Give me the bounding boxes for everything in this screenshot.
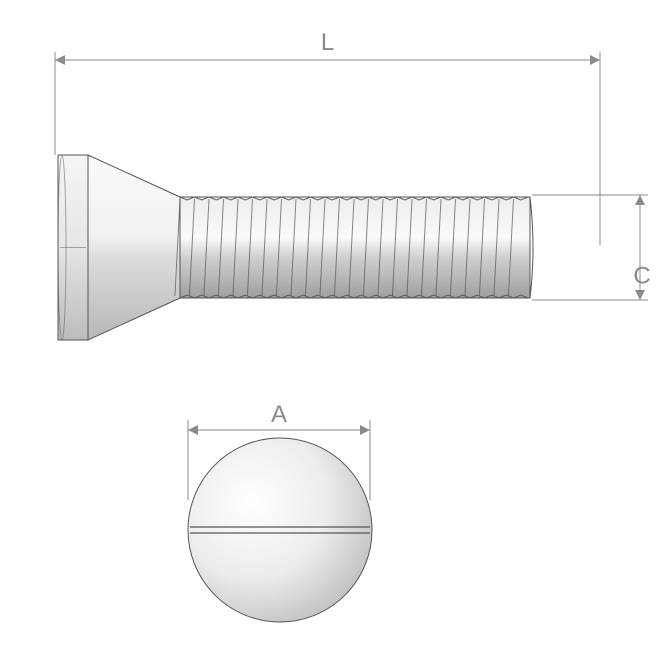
screw-axial-view bbox=[188, 438, 372, 622]
dimension-C bbox=[532, 195, 648, 300]
dim-label-A: A bbox=[271, 401, 287, 428]
screw-side-view bbox=[58, 155, 533, 340]
diagram-stage: L C A bbox=[0, 0, 670, 670]
dim-label-L: L bbox=[321, 29, 334, 56]
dim-label-C: C bbox=[633, 263, 650, 290]
technical-drawing-svg: L C A bbox=[0, 0, 670, 670]
